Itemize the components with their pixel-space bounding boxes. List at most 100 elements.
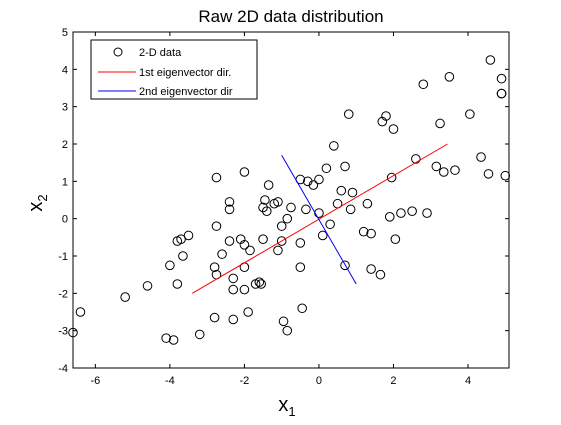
data-point	[286, 202, 296, 213]
x-axis-label-subscript: 1	[288, 404, 295, 419]
x-tick-label: -6	[90, 375, 100, 387]
data-point	[239, 167, 250, 177]
data-point	[209, 262, 220, 273]
data-point	[172, 279, 183, 289]
data-point	[500, 170, 511, 181]
second-eigenvector-line	[281, 154, 357, 285]
data-point	[168, 335, 179, 345]
data-point	[260, 195, 270, 205]
data-point	[431, 161, 442, 172]
data-point	[358, 226, 369, 237]
data-point	[336, 185, 347, 196]
data-point	[485, 55, 496, 65]
data-point	[388, 124, 399, 134]
data-point	[496, 73, 507, 84]
x-tick-label: 4	[465, 375, 471, 387]
data-point	[273, 197, 283, 207]
data-point	[75, 307, 86, 317]
data-point	[325, 219, 335, 230]
y-tick-label: -4	[58, 363, 68, 375]
data-point	[228, 273, 239, 284]
data-point	[483, 169, 494, 179]
data-point	[282, 325, 293, 336]
data-point	[273, 245, 283, 256]
data-point	[224, 204, 235, 215]
data-point	[165, 260, 175, 271]
y-axis-ticks: -4 -3 -2 -1 0 1 2 3 4 5	[58, 27, 509, 375]
data-point	[450, 165, 460, 175]
data-point	[317, 230, 328, 241]
data-point	[343, 109, 354, 119]
data-point	[228, 284, 239, 295]
data-point	[224, 197, 235, 207]
data-point	[340, 260, 350, 271]
legend-marker-2d-data	[113, 47, 123, 57]
y-tick-label: 1	[62, 176, 68, 188]
data-point	[211, 172, 222, 183]
x-axis-label-main: x	[278, 394, 288, 416]
data-point	[407, 206, 417, 216]
data-point	[435, 118, 445, 129]
data-point	[295, 262, 306, 273]
y-tick-label: 5	[62, 27, 68, 39]
data-point	[228, 314, 239, 325]
data-point	[347, 187, 358, 198]
data-point	[263, 180, 274, 190]
data-point	[211, 221, 222, 231]
data-point	[384, 212, 395, 222]
data-point	[183, 230, 194, 241]
y-tick-label: 3	[62, 102, 68, 114]
data-point	[178, 251, 188, 261]
data-point	[496, 88, 507, 99]
legend-box	[90, 39, 258, 100]
data-point	[444, 72, 455, 82]
data-point	[321, 163, 332, 174]
data-point	[438, 167, 449, 177]
y-tick-label: 2	[62, 139, 68, 151]
legend: 2-D data 1st eigenvector dir. 2nd eigenv…	[90, 39, 258, 100]
y-axis-label: x2	[25, 194, 50, 211]
data-point	[396, 208, 406, 218]
x-tick-label: -4	[165, 375, 175, 387]
data-point	[345, 204, 356, 215]
data-point	[217, 249, 227, 259]
data-point	[465, 109, 475, 119]
data-point	[308, 180, 319, 190]
data-point	[176, 234, 186, 244]
data-layer	[68, 55, 511, 345]
data-point	[276, 236, 287, 246]
data-point	[278, 316, 289, 327]
x-tick-label: 2	[390, 375, 396, 387]
data-point	[476, 152, 486, 162]
data-point	[411, 154, 421, 164]
data-point	[362, 198, 373, 209]
legend-label-2nd-eigenvector: 2nd eigenvector dir	[139, 86, 233, 98]
data-point	[390, 234, 401, 244]
first-eigenvector-line	[191, 143, 448, 294]
data-point	[366, 264, 376, 274]
data-point	[258, 202, 268, 213]
data-point	[120, 292, 130, 302]
data-point	[375, 269, 386, 280]
data-point	[256, 279, 266, 289]
data-point	[239, 284, 250, 295]
data-point	[276, 221, 287, 231]
data-point	[295, 238, 306, 248]
y-tick-label: -1	[58, 251, 68, 263]
data-point	[161, 333, 171, 343]
data-point	[209, 312, 220, 323]
data-point	[258, 234, 268, 244]
data-point	[386, 172, 397, 183]
data-point	[142, 281, 153, 291]
data-point	[194, 329, 205, 340]
x-axis-label: x1	[278, 394, 295, 419]
data-point	[340, 161, 350, 172]
data-point	[314, 174, 324, 185]
data-point	[224, 236, 235, 246]
data-point	[261, 206, 272, 216]
data-point	[297, 303, 307, 314]
data-point	[381, 111, 391, 121]
data-point	[329, 141, 339, 151]
